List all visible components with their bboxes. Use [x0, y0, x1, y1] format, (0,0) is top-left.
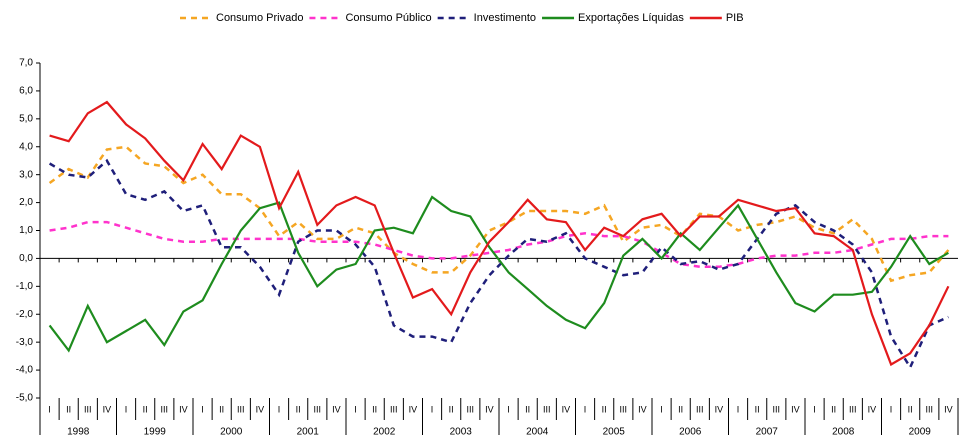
year-label: 2002	[373, 427, 396, 435]
x-tick-label: III	[237, 404, 245, 414]
x-tick-label: II	[755, 404, 760, 414]
x-tick-label: IV	[868, 404, 877, 414]
x-tick-label: II	[525, 404, 530, 414]
x-tick-label: I	[890, 404, 893, 414]
year-label: 2006	[679, 427, 702, 435]
y-tick-label: -1,0	[16, 281, 34, 292]
x-tick-label: II	[296, 404, 301, 414]
x-tick-label: I	[48, 404, 51, 414]
x-tick-label: II	[908, 404, 913, 414]
x-tick-label: IV	[332, 404, 341, 414]
x-tick-label: III	[390, 404, 398, 414]
y-tick-label: 2,0	[19, 197, 33, 208]
x-tick-label: I	[584, 404, 587, 414]
x-tick-label: III	[773, 404, 781, 414]
y-tick-label: 5,0	[19, 113, 33, 124]
x-tick-label: III	[926, 404, 934, 414]
y-tick-label: -3,0	[16, 337, 34, 348]
x-tick-label: II	[831, 404, 836, 414]
y-tick-label: 7,0	[19, 58, 33, 69]
x-tick-label: IV	[256, 404, 265, 414]
x-tick-label: I	[354, 404, 357, 414]
x-tick-label: I	[507, 404, 510, 414]
year-label: 2003	[450, 427, 473, 435]
y-tick-label: -4,0	[16, 365, 34, 376]
series-line	[48, 195, 949, 353]
legend-label: PIB	[726, 12, 744, 24]
x-tick-label: II	[66, 404, 71, 414]
y-tick-label: 0,0	[19, 253, 33, 264]
x-tick-label: I	[201, 404, 204, 414]
x-tick-label: IV	[103, 404, 112, 414]
x-tick-label: II	[372, 404, 377, 414]
x-tick-label: II	[678, 404, 683, 414]
series-line	[48, 158, 949, 370]
legend-label: Consumo Público	[345, 12, 431, 24]
year-label: 2000	[220, 427, 243, 435]
x-tick-label: I	[737, 404, 740, 414]
series-line	[49, 220, 949, 269]
x-tick-label: IV	[944, 404, 953, 414]
year-label: 2001	[297, 427, 320, 435]
legend-label: Investimento	[474, 12, 536, 24]
y-tick-label: -2,0	[16, 309, 34, 320]
year-label: 2004	[526, 427, 549, 435]
year-label: 2008	[832, 427, 855, 435]
series-line	[49, 100, 950, 367]
x-tick-label: IV	[562, 404, 571, 414]
x-tick-label: III	[620, 404, 628, 414]
legend-label: Exportações Líquidas	[578, 12, 684, 24]
y-tick-label: 4,0	[19, 141, 33, 152]
x-tick-label: III	[543, 404, 551, 414]
year-label: 1999	[144, 427, 167, 435]
x-tick-label: II	[449, 404, 454, 414]
x-tick-label: I	[431, 404, 434, 414]
year-label: 2007	[756, 427, 779, 435]
x-tick-label: III	[314, 404, 322, 414]
x-tick-label: I	[813, 404, 816, 414]
x-tick-label: IV	[638, 404, 647, 414]
x-tick-label: IV	[715, 404, 724, 414]
x-tick-label: III	[467, 404, 475, 414]
year-label: 2009	[909, 427, 932, 435]
x-tick-label: IV	[791, 404, 800, 414]
year-label: 1998	[67, 427, 90, 435]
legend-label: Consumo Privado	[216, 12, 303, 24]
y-tick-label: 6,0	[19, 86, 33, 97]
y-tick-label: -5,0	[16, 393, 34, 404]
x-tick-label: II	[219, 404, 224, 414]
x-tick-label: III	[849, 404, 857, 414]
year-label: 2005	[603, 427, 626, 435]
x-tick-label: I	[125, 404, 128, 414]
x-tick-label: II	[602, 404, 607, 414]
x-tick-label: IV	[485, 404, 494, 414]
x-tick-label: IV	[179, 404, 188, 414]
x-tick-label: III	[161, 404, 169, 414]
x-tick-label: I	[278, 404, 281, 414]
x-tick-label: III	[84, 404, 92, 414]
x-tick-label: III	[696, 404, 704, 414]
y-tick-label: 3,0	[19, 169, 33, 180]
x-tick-label: II	[143, 404, 148, 414]
x-tick-label: IV	[409, 404, 418, 414]
y-tick-label: 1,0	[19, 225, 33, 236]
x-tick-label: I	[660, 404, 663, 414]
